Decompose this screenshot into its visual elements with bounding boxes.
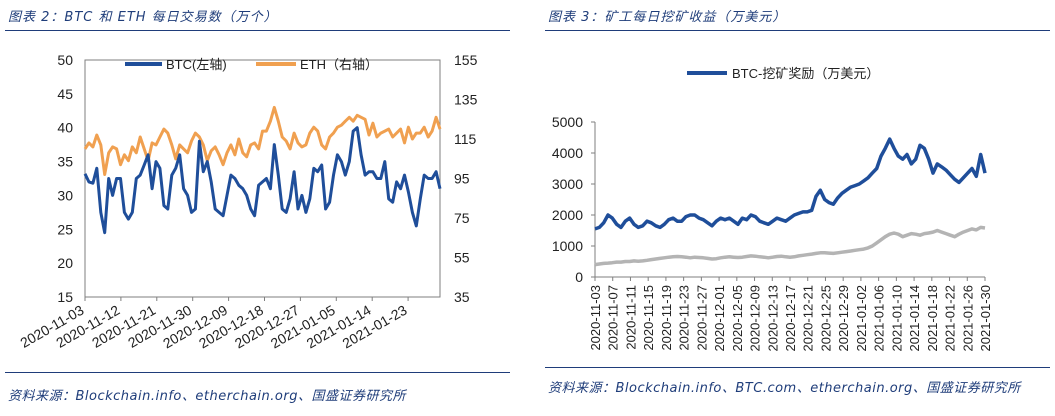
x-tick-label: 2020-11-15: [641, 285, 656, 351]
chart-source: 资料来源：Blockchain.info、etherchain.org、国盛证券…: [8, 389, 406, 404]
y-tick-label: 5000: [552, 114, 583, 130]
eth-series-line: [83, 105, 442, 176]
y-tick-label-left: 30: [57, 187, 73, 203]
x-tick-label: 2020-12-05: [730, 285, 745, 352]
y-tick-label: 1000: [552, 238, 583, 254]
caption-rule: [5, 30, 510, 31]
y-tick-label-left: 40: [57, 120, 73, 136]
y-tick-label-right: 35: [454, 289, 470, 305]
y-tick-label-left: 20: [57, 255, 73, 271]
x-tick-label: 2021-01-14: [907, 285, 922, 352]
x-tick-label: 2021-01-18: [925, 285, 940, 352]
y-tick-label: 3000: [552, 176, 583, 192]
chart-caption: 图表 3：矿工每日挖矿收益（万美元）: [548, 10, 787, 25]
y-tick-label: 2000: [552, 207, 583, 223]
panel-miner-revenue: 图表 3：矿工每日挖矿收益（万美元） 0 1000 2000 3000 4000 5000…: [540, 0, 1055, 416]
x-tick-label: 2020-11-03: [588, 285, 603, 351]
chart-source: 资料来源：Blockchain.info、BTC.com、etherchain.…: [548, 381, 1021, 396]
btc-reward-series-line: [594, 137, 987, 231]
x-tick-label: 2020-11-19: [659, 285, 674, 351]
source-rule: [545, 367, 1050, 368]
y-tick-label-left: 35: [57, 154, 73, 170]
panel-btc-eth-transactions: 图表 2：BTC 和 ETH 每日交易数（万个） 15 20 25 30 35 40 45 5…: [0, 0, 515, 416]
x-tick-label: 2021-01-22: [943, 285, 958, 352]
y-tick-label-right: 95: [454, 171, 470, 187]
x-tick-label: 2020-12-01: [712, 285, 727, 352]
y-tick-label-left: 50: [57, 52, 73, 68]
x-tick-label: 2021-01-02: [854, 285, 869, 352]
y-tick-label-right: 75: [454, 210, 470, 226]
y-tick-label-left: 45: [57, 86, 73, 102]
x-tick-label: 2021-01-06: [872, 285, 887, 352]
y-tick-label-right: 155: [454, 52, 478, 68]
legend-label-btc-reward: BTC-挖矿奖励（万美元）: [732, 66, 879, 81]
secondary-series-line: [594, 225, 986, 267]
x-tick-label: 2021-01-30: [978, 285, 993, 352]
caption-rule: [545, 30, 1050, 31]
x-tick-label: 2020-12-25: [818, 285, 833, 352]
x-tick-label: 2020-12-21: [801, 285, 816, 352]
x-tick-label: 2021-01-10: [889, 285, 904, 352]
source-rule: [5, 372, 510, 373]
chart-caption: 图表 2：BTC 和 ETH 每日交易数（万个）: [8, 10, 278, 25]
x-tick-label: 2020-11-27: [694, 285, 709, 351]
x-tick-label: 2020-11-11: [623, 285, 638, 350]
btc-series-line: [83, 126, 442, 235]
y-tick-label-left: 25: [57, 221, 73, 237]
legend-label-btc: BTC(左轴): [166, 57, 227, 72]
y-tick-label: 0: [575, 269, 583, 285]
x-tick-label: 2020-11-23: [677, 285, 692, 351]
y-tick-label-left: 15: [57, 289, 73, 305]
y-tick-label: 4000: [552, 145, 583, 161]
transactions-chart: 1520253035404550355575951151351552020-11…: [17, 52, 478, 351]
x-tick-label: 2020-12-29: [836, 285, 851, 352]
y-tick-label-right: 115: [454, 131, 477, 147]
x-tick-label: 2020-12-17: [783, 285, 798, 352]
plot-area: [84, 59, 441, 298]
x-tick-label: 2020-12-13: [765, 285, 780, 352]
x-tick-label: 2020-12-09: [748, 285, 763, 352]
y-tick-label-right: 135: [454, 92, 478, 108]
x-tick-label: 2020-11-07: [606, 285, 621, 351]
x-tick-label: 2021-01-26: [960, 285, 975, 352]
legend-label-eth: ETH（右轴）: [300, 57, 378, 72]
y-tick-label-right: 55: [454, 250, 470, 266]
miner-revenue-chart: 0 1000 2000 3000 4000 5000 2020-11-03 2020-11-0…: [552, 66, 993, 352]
